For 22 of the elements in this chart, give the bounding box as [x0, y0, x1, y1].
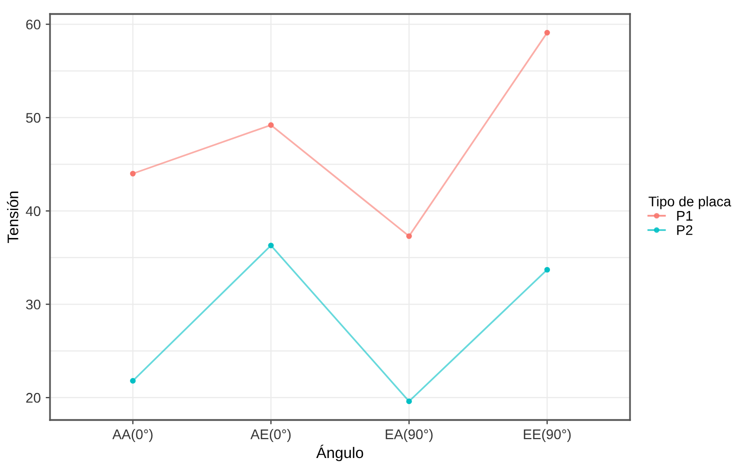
y-tick-label: 30: [26, 300, 40, 310]
point: [268, 242, 274, 248]
y-tick-label: 60: [26, 20, 40, 30]
point: [544, 266, 550, 273]
legend-label: P1: [677, 211, 692, 221]
point: [268, 122, 274, 128]
y-tick-label: 50: [26, 112, 40, 123]
y-tick-label: 20: [26, 392, 40, 403]
legend-title: Tipo de placa: [648, 196, 732, 210]
legend-label: P2: [677, 225, 692, 235]
point: [130, 170, 136, 176]
point: [130, 378, 136, 384]
point: [406, 398, 412, 404]
point: [544, 30, 550, 36]
y-tick-label: 40: [26, 206, 40, 216]
x-tick-label: AE(0°): [250, 429, 291, 442]
x-tick-label: EA(90°): [386, 429, 433, 442]
x-tick-label: EE(90°): [524, 429, 571, 442]
x-axis-title: Ángulo: [316, 444, 364, 462]
y-axis-title: Tensión: [6, 192, 18, 243]
x-tick-label: AA(0°): [112, 429, 153, 442]
point: [406, 233, 412, 239]
